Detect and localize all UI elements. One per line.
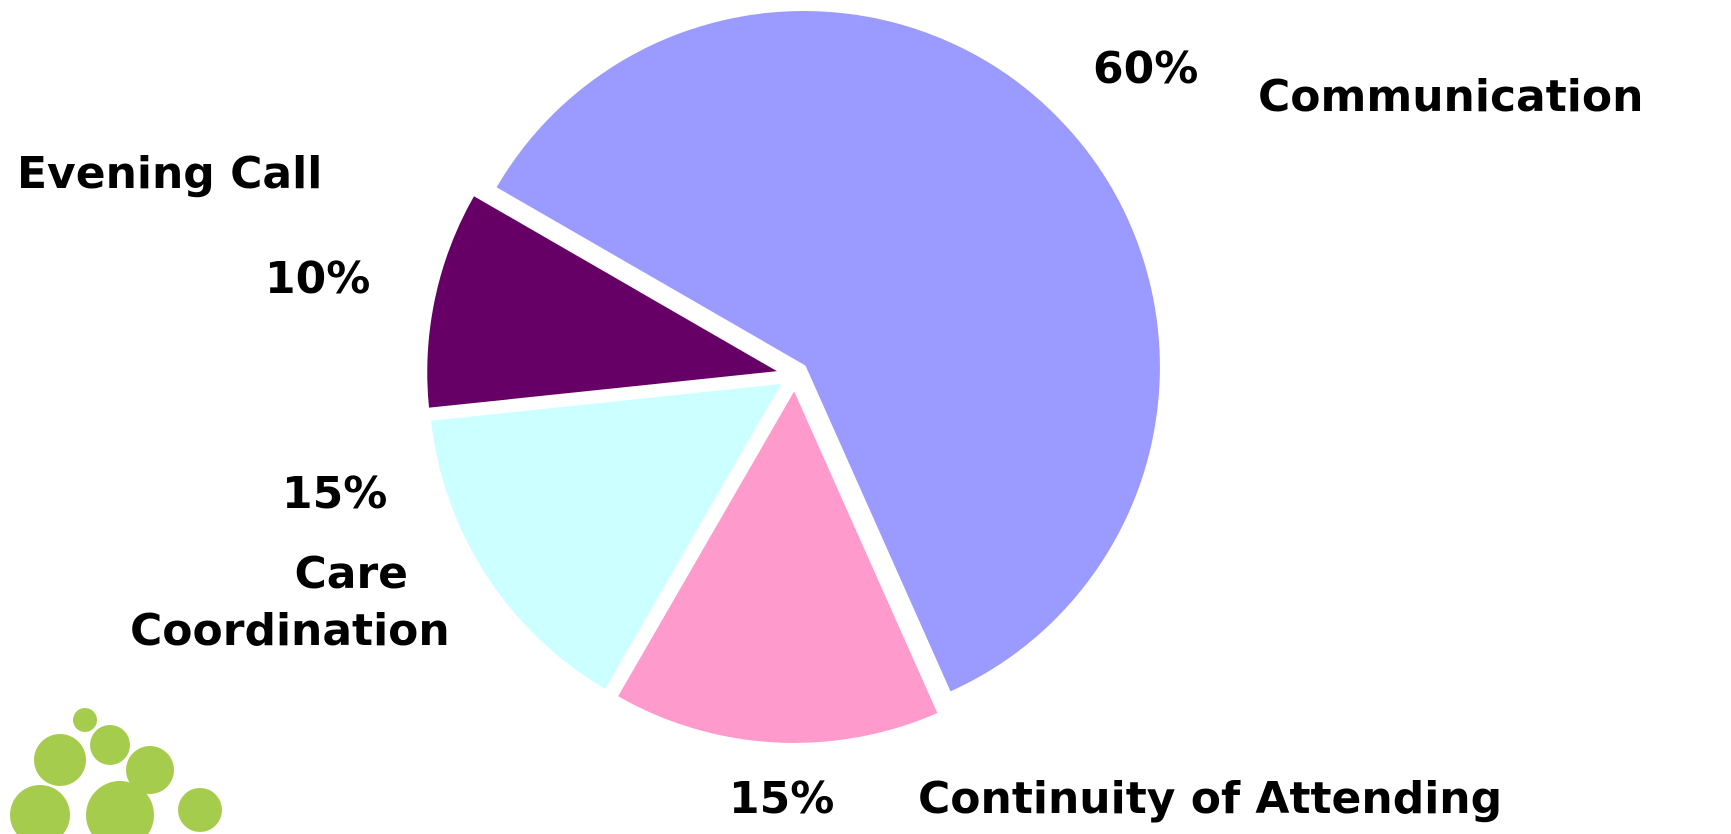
category-label: Evening Call bbox=[17, 145, 322, 202]
category-label: Care Coordination bbox=[130, 545, 408, 659]
value-label: 15% bbox=[282, 465, 387, 522]
logo bbox=[10, 708, 222, 834]
category-label: Communication bbox=[1258, 68, 1643, 125]
value-label: 60% bbox=[1093, 40, 1198, 97]
value-label: 10% bbox=[265, 250, 370, 307]
category-label: Continuity of Attending bbox=[918, 770, 1502, 827]
page: {"chart_data": {"type": "pie", "categori… bbox=[0, 0, 1731, 834]
value-label: 15% bbox=[729, 770, 834, 827]
